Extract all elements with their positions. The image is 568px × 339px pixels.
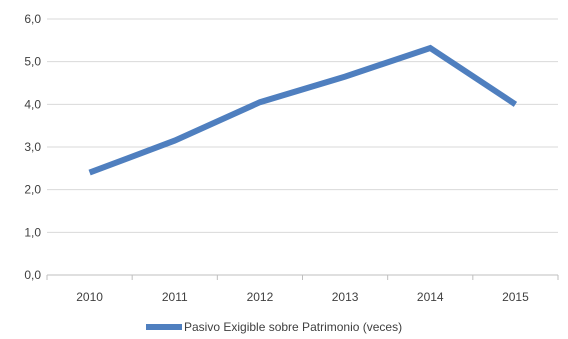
y-axis-ticks: 0,0 1,0 2,0 3,0 4,0 5,0 6,0: [24, 12, 41, 282]
y-tick-label: 0,0: [24, 268, 41, 282]
y-tick-label: 3,0: [24, 140, 41, 154]
x-axis-ticks: 2010 2011 2012 2013 2014 2015: [46, 275, 559, 304]
x-tick-label: 2014: [417, 290, 444, 304]
series-layer: [88, 44, 518, 176]
x-tick-label: 2011: [162, 290, 188, 304]
y-tick-label: 5,0: [24, 55, 41, 69]
grid-lines: [47, 18, 558, 276]
y-tick-label: 6,0: [24, 12, 41, 26]
x-tick-label: 2015: [502, 290, 529, 304]
y-tick-label: 1,0: [24, 225, 41, 239]
legend: Pasivo Exigible sobre Patrimonio (veces): [146, 320, 402, 334]
legend-label: Pasivo Exigible sobre Patrimonio (veces): [184, 320, 402, 334]
y-tick-label: 2,0: [24, 183, 41, 197]
y-tick-label: 4,0: [24, 97, 41, 111]
x-tick-label: 2013: [332, 290, 359, 304]
x-tick-label: 2012: [247, 290, 274, 304]
series-line: [88, 44, 518, 176]
x-tick-label: 2010: [76, 290, 103, 304]
